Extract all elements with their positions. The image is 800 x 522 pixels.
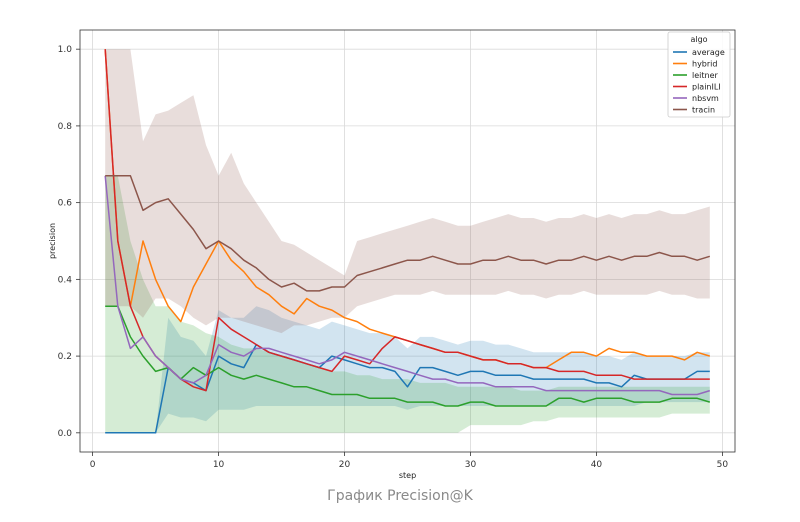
confidence-bands xyxy=(105,49,710,433)
figure-caption: График Precision@K xyxy=(327,488,473,504)
band-leitner xyxy=(105,175,710,433)
x-axis-label: step xyxy=(399,471,416,480)
legend: algo average hybrid leitner plainILI nbsvm tra… xyxy=(667,31,731,118)
y-tick-label: 0.6 xyxy=(58,199,73,209)
x-tick-label: 20 xyxy=(339,460,351,470)
band-tracin xyxy=(105,49,710,334)
series-line-nbsvm xyxy=(104,175,711,396)
y-tick-label: 1.0 xyxy=(58,45,73,55)
band-average xyxy=(105,306,710,433)
series-line-tracin xyxy=(105,175,711,292)
x-tick-label: 0 xyxy=(90,460,96,470)
x-tick-label: 30 xyxy=(465,460,477,470)
series-line-plainILI xyxy=(104,49,710,392)
x-tick-label: 40 xyxy=(591,460,603,470)
legend-label-leitner: leitner xyxy=(692,71,718,80)
precision-chart: 0 10 20 30 40 50 0.0 0.2 0.4 0.6 0.8 1.0 step preci… xyxy=(48,29,736,480)
y-tick-label: 0.0 xyxy=(58,429,73,439)
x-tick-label: 50 xyxy=(717,460,729,470)
x-tick-label: 10 xyxy=(213,460,225,470)
y-tick-label: 0.8 xyxy=(58,122,73,132)
legend-label-plainILI: plainILI xyxy=(692,83,721,92)
legend-label-nbsvm: nbsvm xyxy=(692,94,719,103)
legend-title: algo xyxy=(690,35,707,44)
axis-ticks: 0 10 20 30 40 50 0.0 0.2 0.4 0.6 0.8 1.0 xyxy=(58,45,729,470)
legend-box xyxy=(667,31,731,118)
y-axis-label: precision xyxy=(48,223,57,259)
plot-frame xyxy=(79,29,736,453)
legend-label-hybrid: hybrid xyxy=(692,60,717,69)
legend-label-average: average xyxy=(692,48,725,57)
series-lines xyxy=(104,49,711,434)
legend-label-tracin: tracin xyxy=(692,106,715,115)
y-tick-label: 0.2 xyxy=(58,352,72,362)
y-tick-label: 0.4 xyxy=(58,275,73,285)
